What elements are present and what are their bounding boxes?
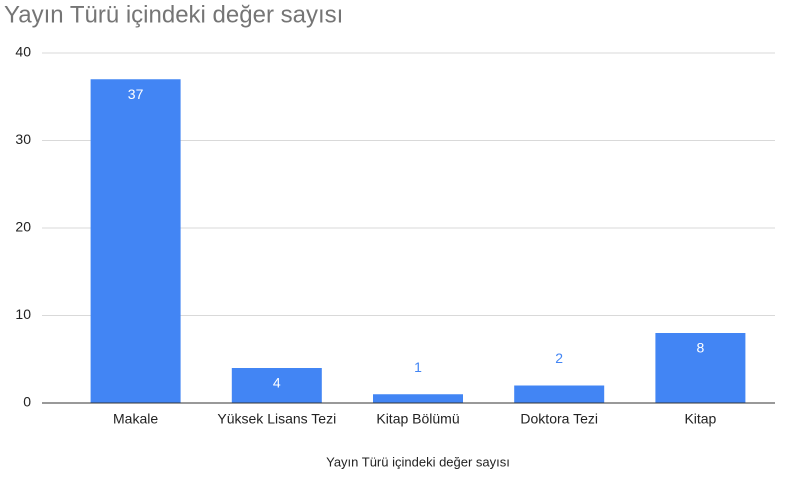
bar: [373, 394, 463, 403]
y-tick-label: 20: [15, 219, 31, 235]
data-label: 1: [414, 359, 422, 375]
x-tick-label: Kitap: [684, 411, 716, 427]
bar: [90, 79, 181, 403]
data-label: 4: [273, 375, 281, 391]
x-tick-label: Doktora Tezi: [520, 411, 598, 427]
bar: [514, 385, 605, 403]
x-tick-label: Yüksek Lisans Tezi: [217, 411, 336, 427]
y-tick-label: 40: [15, 44, 31, 60]
chart-title: Yayın Türü içindeki değer sayısı: [4, 1, 343, 28]
data-label: 2: [555, 350, 563, 366]
bar: [655, 333, 746, 403]
y-tick-label: 10: [15, 306, 31, 322]
x-axis-title: Yayın Türü içindeki değer sayısı: [326, 454, 510, 469]
x-tick-label: Kitap Bölümü: [376, 411, 459, 427]
y-tick-label: 0: [23, 394, 31, 410]
bar: [231, 368, 322, 403]
data-label: 8: [697, 340, 705, 356]
y-tick-label: 30: [15, 131, 31, 147]
x-tick-label: Makale: [113, 411, 158, 427]
data-label: 37: [128, 86, 144, 102]
